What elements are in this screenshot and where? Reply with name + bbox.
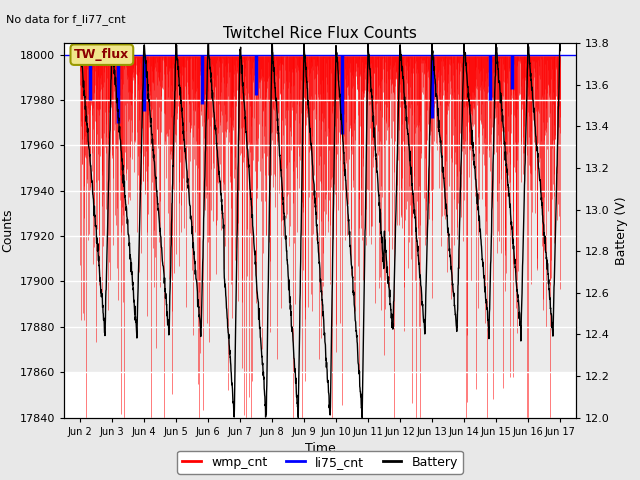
Bar (64, 327, 576, 372)
Legend: wmp_cnt, li75_cnt, Battery: wmp_cnt, li75_cnt, Battery (177, 451, 463, 474)
Bar (64, 55, 576, 100)
Y-axis label: Counts: Counts (1, 209, 14, 252)
X-axis label: Time: Time (305, 442, 335, 455)
Bar (64, 281, 576, 327)
Title: Twitchel Rice Flux Counts: Twitchel Rice Flux Counts (223, 25, 417, 41)
Text: No data for f_li77_cnt: No data for f_li77_cnt (6, 14, 126, 25)
Text: TW_flux: TW_flux (74, 48, 129, 61)
Bar (64, 100, 576, 145)
Bar (64, 236, 576, 281)
Bar (64, 145, 576, 191)
Bar (64, 191, 576, 236)
Y-axis label: Battery (V): Battery (V) (616, 196, 628, 264)
